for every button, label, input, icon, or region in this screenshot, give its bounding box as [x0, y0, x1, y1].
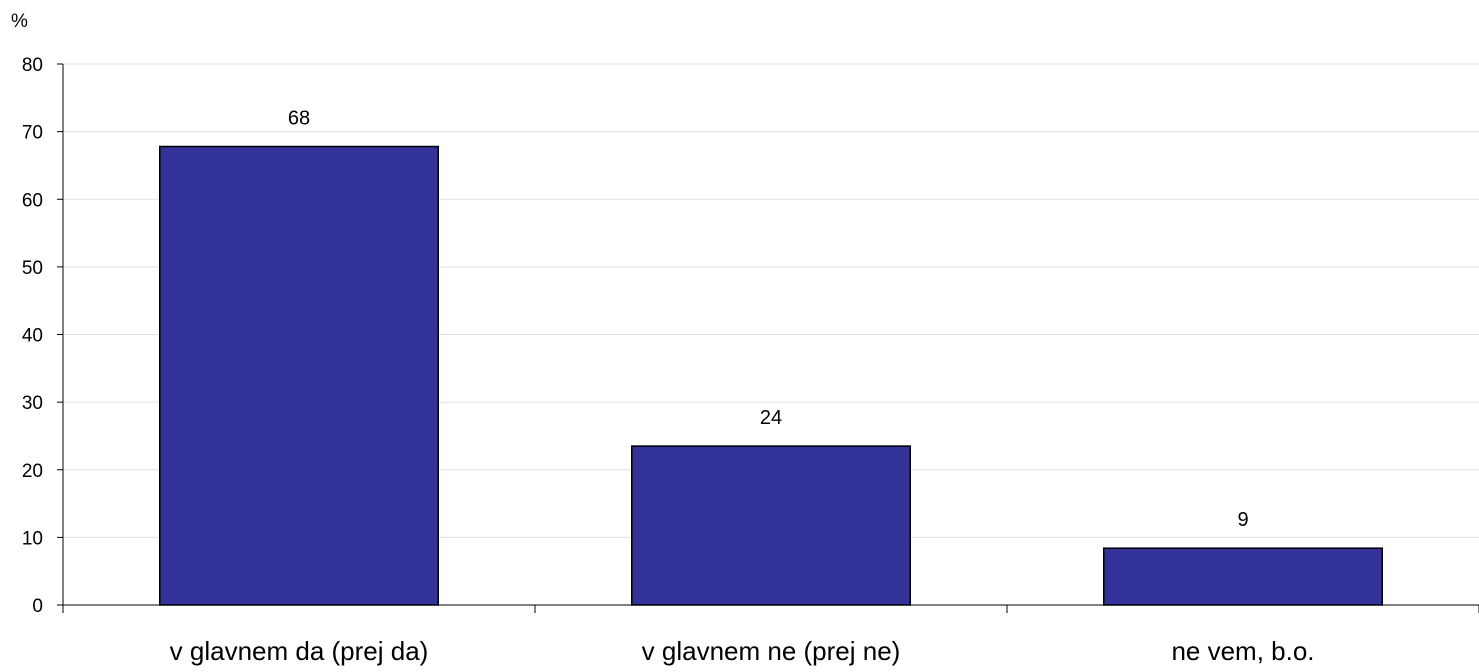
y-tick-label: 20 [22, 461, 43, 482]
bar [631, 445, 911, 606]
y-tick-label: 50 [22, 258, 43, 279]
y-tick-label: 30 [22, 393, 43, 414]
y-axis-unit-label: % [11, 11, 28, 32]
y-ticks: 0 10 20 30 40 50 60 70 80 [22, 55, 63, 617]
data-label: 9 [1237, 509, 1248, 531]
y-tick-label: 70 [22, 123, 43, 144]
data-labels: 68 24 9 [288, 108, 1249, 532]
data-label: 68 [288, 108, 310, 130]
y-tick-label: 60 [22, 190, 43, 211]
y-tick-label: 40 [22, 326, 43, 347]
y-tick-label: 80 [22, 55, 43, 76]
bar [159, 145, 439, 606]
category-label: v glavnem ne (prej ne) [642, 636, 901, 666]
category-label: v glavnem da (prej da) [170, 636, 429, 666]
category-labels: v glavnem da (prej da) v glavnem ne (prej… [170, 636, 1315, 666]
y-tick-label: 0 [32, 596, 43, 617]
bar [1103, 547, 1383, 606]
bars [159, 145, 1383, 606]
x-ticks [62, 605, 1479, 613]
category-label: ne vem, b.o. [1171, 636, 1314, 666]
data-label: 24 [760, 407, 782, 429]
y-tick-label: 10 [22, 528, 43, 549]
